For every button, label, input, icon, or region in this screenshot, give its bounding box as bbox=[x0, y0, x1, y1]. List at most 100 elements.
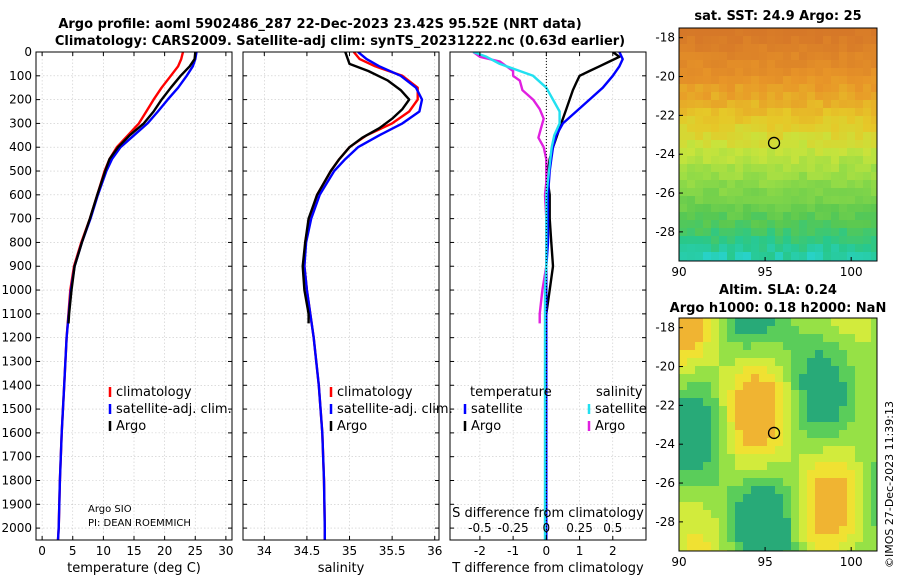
heatmap-cell bbox=[855, 68, 864, 77]
heatmap-cell bbox=[799, 244, 808, 253]
heatmap-cell bbox=[687, 228, 696, 237]
heatmap-cell bbox=[807, 398, 816, 407]
heatmap-cell bbox=[679, 172, 688, 181]
heatmap-cell bbox=[807, 318, 816, 327]
heatmap-cell bbox=[847, 68, 856, 77]
heatmap-cell bbox=[775, 228, 784, 237]
heatmap-cell bbox=[791, 44, 800, 53]
heatmap-cell bbox=[679, 140, 688, 149]
heatmap-cell bbox=[799, 252, 808, 261]
heatmap-cell bbox=[831, 366, 840, 375]
plot-frame bbox=[449, 51, 647, 541]
heatmap-cell bbox=[807, 244, 816, 253]
heatmap-cell bbox=[743, 52, 752, 61]
heatmap-cell bbox=[783, 252, 792, 261]
heatmap-cell bbox=[735, 486, 744, 495]
heatmap-cell bbox=[775, 390, 784, 399]
heatmap-cell bbox=[687, 438, 696, 447]
heatmap-cell bbox=[751, 108, 760, 117]
heatmap-cell bbox=[847, 244, 856, 253]
heatmap-cell bbox=[783, 28, 792, 37]
heatmap-cell bbox=[799, 502, 808, 511]
heatmap-cell bbox=[767, 478, 776, 487]
heatmap-cell bbox=[799, 108, 808, 117]
heatmap-cell bbox=[751, 350, 760, 359]
heatmap-cell bbox=[807, 486, 816, 495]
heatmap-cell bbox=[695, 358, 704, 367]
heatmap-cell bbox=[703, 76, 712, 85]
heatmap-cell bbox=[775, 76, 784, 85]
heatmap-cell bbox=[687, 342, 696, 351]
heatmap-cell bbox=[727, 430, 736, 439]
heatmap-cell bbox=[799, 430, 808, 439]
heatmap-cell bbox=[711, 148, 720, 157]
heatmap-cell bbox=[831, 454, 840, 463]
heatmap-cell bbox=[791, 526, 800, 535]
heatmap-cell bbox=[783, 478, 792, 487]
heatmap-cell bbox=[767, 414, 776, 423]
heatmap-cell bbox=[871, 326, 877, 335]
heatmap-cell bbox=[719, 398, 728, 407]
heatmap-cell bbox=[775, 236, 784, 245]
heatmap-cell bbox=[719, 454, 728, 463]
heatmap-cell bbox=[863, 398, 872, 407]
heatmap-cell bbox=[775, 132, 784, 141]
heatmap-cell bbox=[735, 60, 744, 69]
heatmap-cell bbox=[791, 366, 800, 375]
y-tick-label: 1600 bbox=[1, 426, 32, 440]
heatmap-cell bbox=[687, 398, 696, 407]
heatmap-cell bbox=[743, 84, 752, 93]
heatmap-cell bbox=[855, 398, 864, 407]
heatmap-cell bbox=[799, 366, 808, 375]
heatmap-cell bbox=[807, 326, 816, 335]
heatmap-cell bbox=[687, 148, 696, 157]
heatmap-cell bbox=[719, 334, 728, 343]
heatmap-cell bbox=[855, 406, 864, 415]
heatmap-cell bbox=[783, 172, 792, 181]
heatmap-cell bbox=[703, 140, 712, 149]
heatmap-cell bbox=[727, 196, 736, 205]
heatmap-cell bbox=[783, 486, 792, 495]
heatmap-cell bbox=[679, 196, 688, 205]
heatmap-cell bbox=[807, 44, 816, 53]
heatmap-cell bbox=[823, 414, 832, 423]
heatmap-cell bbox=[799, 132, 808, 141]
heatmap-cell bbox=[871, 478, 877, 487]
heatmap-cell bbox=[799, 196, 808, 205]
heatmap-cell bbox=[823, 406, 832, 415]
heatmap-cell bbox=[775, 116, 784, 125]
heatmap-cell bbox=[831, 422, 840, 431]
heatmap-cell bbox=[703, 164, 712, 173]
heatmap-cell bbox=[679, 318, 688, 327]
heatmap-cell bbox=[751, 478, 760, 487]
heatmap-cell bbox=[743, 454, 752, 463]
heatmap-cell bbox=[791, 382, 800, 391]
heatmap-cell bbox=[735, 100, 744, 109]
series-line-argo bbox=[67, 52, 197, 324]
heatmap-cell bbox=[815, 132, 824, 141]
heatmap-cell bbox=[743, 116, 752, 125]
heatmap-cell bbox=[743, 398, 752, 407]
heatmap-cell bbox=[799, 326, 808, 335]
heatmap-cell bbox=[839, 132, 848, 141]
heatmap-cell bbox=[727, 244, 736, 253]
heatmap-cell bbox=[719, 44, 728, 53]
heatmap-cell bbox=[703, 180, 712, 189]
heatmap-cell bbox=[735, 374, 744, 383]
heatmap-cell bbox=[703, 172, 712, 181]
heatmap-cell bbox=[679, 382, 688, 391]
heatmap-cell bbox=[727, 140, 736, 149]
heatmap-cell bbox=[679, 414, 688, 423]
heatmap-cell bbox=[695, 478, 704, 487]
heatmap-cell bbox=[703, 68, 712, 77]
heatmap-cell bbox=[815, 486, 824, 495]
heatmap-cell bbox=[863, 326, 872, 335]
heatmap-cell bbox=[695, 108, 704, 117]
heatmap-cell bbox=[719, 486, 728, 495]
heatmap-cell bbox=[815, 390, 824, 399]
heatmap-cell bbox=[815, 422, 824, 431]
y-tick-label: 2000 bbox=[1, 521, 32, 535]
heatmap-cell bbox=[863, 350, 872, 359]
heatmap-cell bbox=[751, 382, 760, 391]
heatmap-cell bbox=[839, 196, 848, 205]
